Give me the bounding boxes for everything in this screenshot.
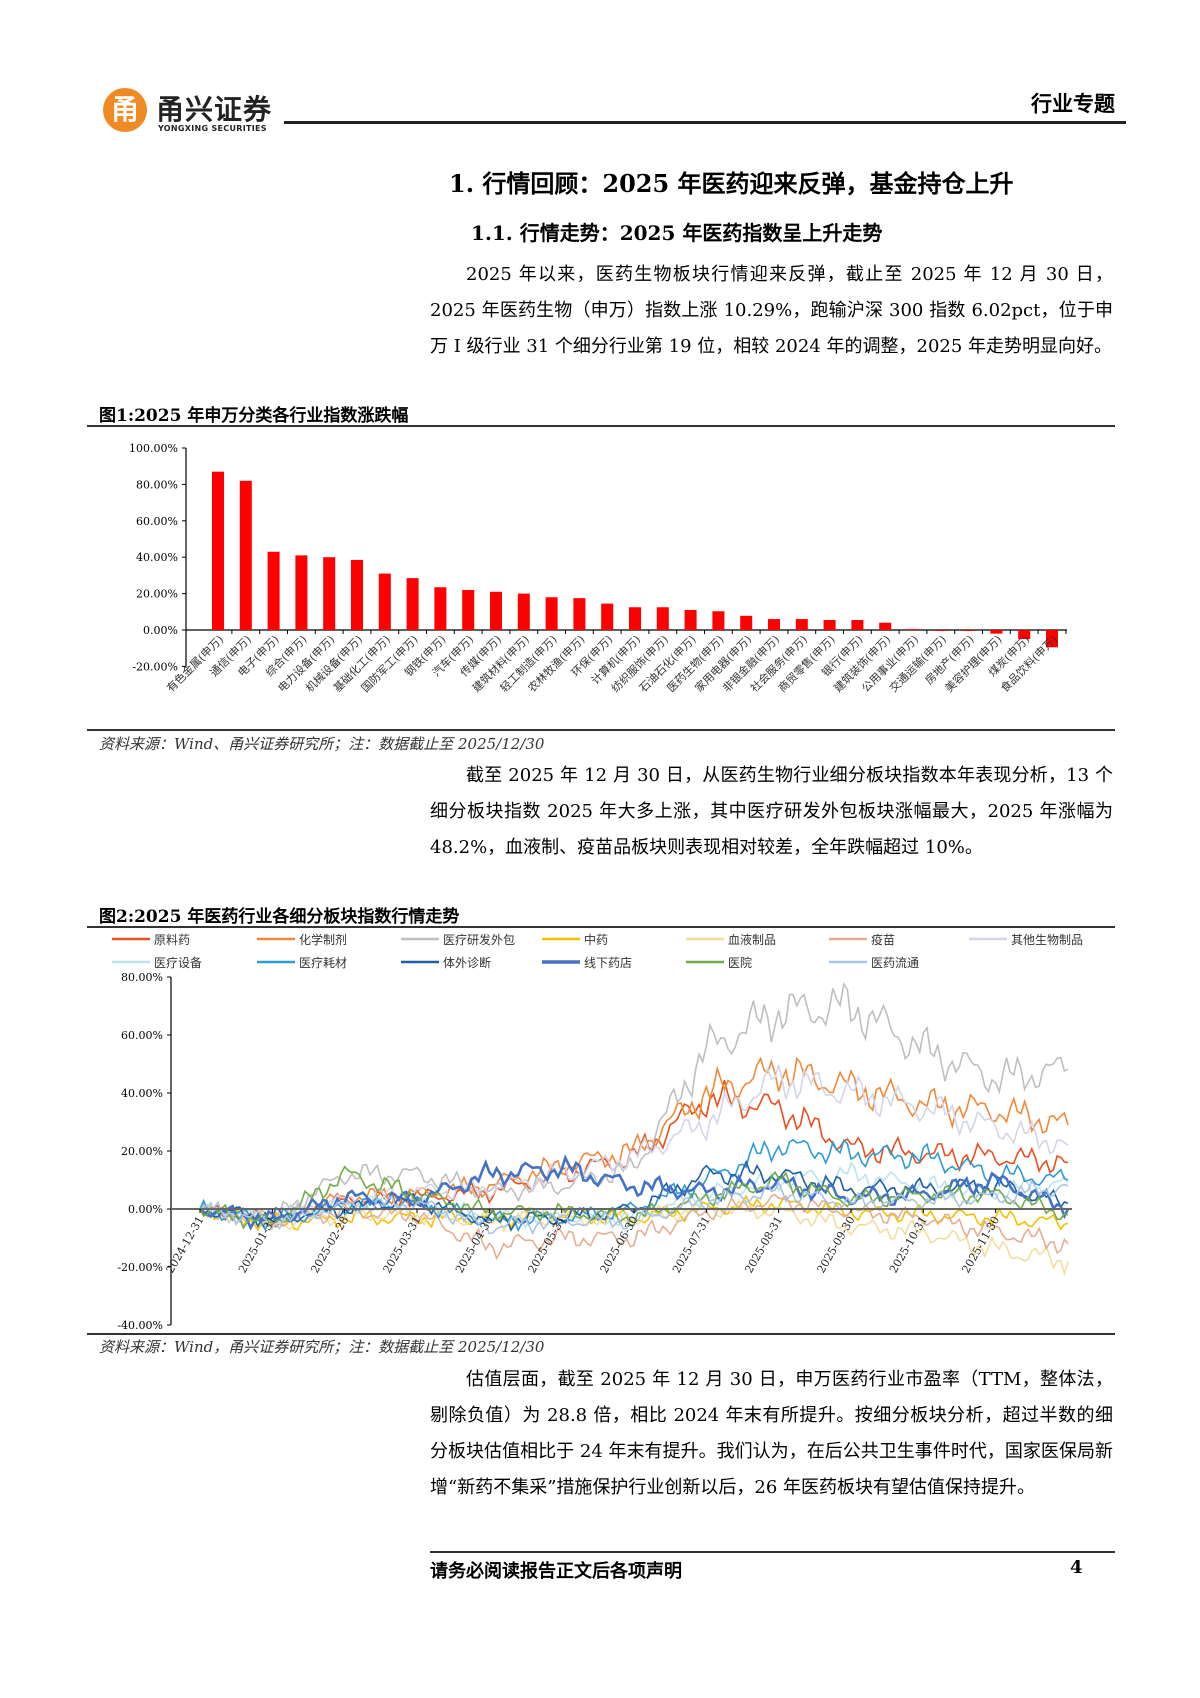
y-tick-label: 20.00% — [121, 1145, 163, 1158]
legend-label: 其他生物制品 — [1011, 933, 1083, 947]
bar — [267, 551, 280, 630]
bar — [378, 573, 391, 630]
y-tick-label: 0.00% — [128, 1203, 163, 1216]
bar — [1018, 630, 1031, 640]
x-tick-label: 2024-12-31 — [164, 1214, 207, 1275]
document-type: 行业专题 — [1031, 91, 1115, 116]
series-line-8 — [199, 1138, 1069, 1232]
bar — [962, 630, 975, 631]
bar — [239, 480, 252, 630]
legend-label: 血液制品 — [728, 932, 776, 947]
figure1-caption: 图1:2025 年申万分类各行业指数涨跌幅 — [99, 406, 409, 426]
bar — [795, 619, 808, 630]
series-line-6 — [199, 1064, 1069, 1225]
paragraph-market-review: 2025 年以来，医药生物板块行情迎来反弹，截止至 2025 年 12 月 30… — [430, 264, 1113, 357]
bar — [712, 611, 725, 630]
legend-label: 医药流通 — [871, 956, 919, 970]
header-rule — [284, 121, 1126, 124]
company-logo-name: 甬兴证券 — [156, 93, 273, 126]
bar-chart: 100.00% 80.00% 60.00% 40.00% 20.00% 0.00% -20.… — [129, 442, 1067, 695]
series-line-2 — [199, 981, 1069, 1226]
bar — [629, 607, 641, 630]
bar — [684, 609, 697, 630]
bar — [656, 607, 669, 630]
bar — [907, 629, 919, 631]
page-number: 4 — [1070, 1557, 1083, 1578]
y-tick-label: 0.00% — [143, 624, 178, 637]
legend-label: 线下药店 — [584, 956, 632, 970]
bar — [434, 587, 447, 630]
paragraph-valuation: 估值层面，截至 2025 年 12 月 30 日，申万医药行业市盈率（TTM，整… — [430, 1369, 1113, 1498]
legend-label: 化学制剂 — [299, 932, 347, 947]
y-tick-label: 60.00% — [136, 515, 178, 528]
y-tick-label: 40.00% — [136, 551, 178, 564]
series-line-12 — [199, 1179, 1069, 1236]
legend-label: 医疗设备 — [154, 956, 202, 970]
y-tick-label: -20.00% — [117, 1261, 163, 1274]
bar — [879, 622, 892, 630]
footer-disclaimer: 请务必阅读报告正文后各项声明 — [430, 1561, 682, 1582]
section-heading: 1. 行情回顾：2025 年医药迎来反弹，基金持仓上升 — [449, 169, 1014, 198]
legend-label: 医疗研发外包 — [443, 932, 515, 947]
series-line-5 — [199, 1193, 1069, 1261]
figure2-source: 资料来源：Wind，甬兴证券研究所；注：数据截止至 2025/12/30 — [99, 1338, 545, 1356]
series-line-11 — [199, 1165, 1069, 1230]
y-tick-label: 60.00% — [121, 1029, 163, 1042]
company-logo-english: YONGXING SECURITIES — [158, 124, 267, 133]
series-line-4 — [199, 1198, 1069, 1277]
bar — [490, 591, 502, 630]
company-logo-mark: 甬 — [103, 88, 147, 132]
legend-label: 医院 — [728, 956, 752, 970]
legend-label: 原料药 — [154, 933, 190, 947]
bar — [573, 598, 586, 630]
y-tick-label: -40.00% — [117, 1319, 163, 1332]
x-tick-label: 2025-10-31 — [887, 1214, 930, 1275]
y-tick-label: 100.00% — [129, 442, 178, 455]
subsection-heading: 1.1. 行情走势：2025 年医药指数呈上升走势 — [471, 221, 883, 245]
legend-label: 疫苗 — [871, 932, 895, 947]
bar — [545, 597, 558, 630]
legend-label: 医疗耗材 — [299, 956, 347, 970]
y-tick-label: 80.00% — [136, 478, 178, 491]
bar — [323, 557, 336, 630]
bar — [351, 559, 363, 630]
bar — [406, 578, 419, 630]
y-tick-label: 80.00% — [121, 971, 163, 984]
figure1-bottom-rule — [87, 729, 1115, 731]
y-tick-label: 20.00% — [136, 588, 178, 601]
bar — [823, 619, 836, 630]
bar — [934, 630, 947, 631]
bar — [851, 619, 864, 630]
bar — [212, 471, 224, 630]
figure2-bottom-rule — [87, 1333, 1115, 1335]
bar — [1046, 630, 1058, 648]
series-line-1 — [199, 1056, 1069, 1228]
figure1-top-rule — [87, 425, 1115, 427]
paragraph-subsector-performance: 截至 2025 年 12 月 30 日，从医药生物行业细分板块指数本年表现分析，… — [430, 765, 1113, 858]
figure1-source: 资料来源：Wind、甬兴证券研究所；注：数据截止至 2025/12/30 — [99, 735, 545, 753]
series-line-0 — [199, 1080, 1069, 1228]
figure2-caption: 图2:2025 年医药行业各细分板块指数行情走势 — [99, 907, 460, 927]
bar — [990, 630, 1003, 634]
bar — [601, 603, 614, 630]
bar — [462, 589, 475, 630]
figure2-top-rule — [87, 926, 1115, 928]
y-tick-label: 40.00% — [121, 1087, 163, 1100]
bar — [295, 555, 308, 630]
footer-rule — [430, 1551, 1115, 1553]
y-tick-label: -20.00% — [132, 660, 178, 673]
legend-label: 体外诊断 — [443, 955, 491, 970]
bar — [740, 615, 753, 630]
x-tick-label: 2025-08-31 — [742, 1214, 785, 1275]
legend-label: 中药 — [584, 932, 608, 947]
bar — [768, 619, 780, 630]
bar — [517, 593, 530, 630]
